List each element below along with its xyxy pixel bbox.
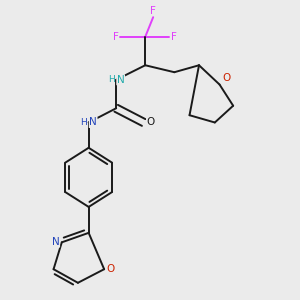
Text: F: F [112, 32, 118, 42]
Text: H: H [108, 75, 115, 84]
Text: H: H [80, 118, 87, 127]
Text: F: F [171, 32, 176, 42]
Text: O: O [106, 264, 114, 274]
Text: O: O [146, 118, 154, 128]
Text: N: N [89, 118, 97, 128]
Text: N: N [52, 237, 60, 247]
Text: O: O [222, 73, 230, 83]
Text: N: N [117, 75, 124, 85]
Text: F: F [150, 6, 156, 16]
